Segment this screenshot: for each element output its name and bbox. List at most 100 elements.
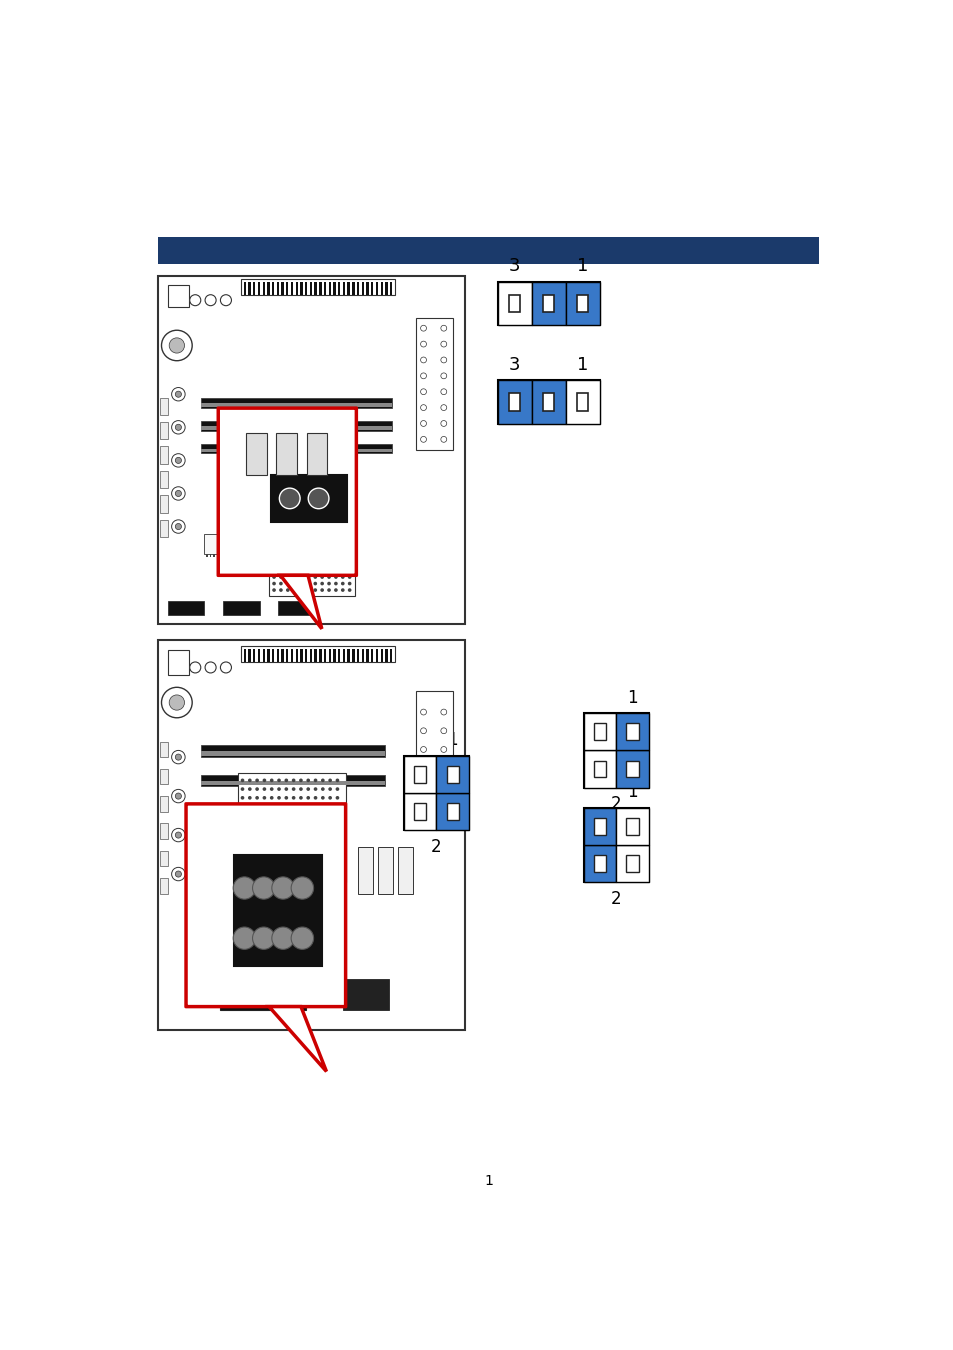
Circle shape — [277, 865, 280, 869]
Circle shape — [299, 549, 303, 553]
Circle shape — [172, 487, 185, 501]
Circle shape — [334, 562, 337, 566]
Bar — [272, 282, 274, 296]
Text: 1: 1 — [626, 688, 637, 707]
Circle shape — [272, 549, 275, 553]
Text: 1: 1 — [577, 356, 588, 374]
Bar — [262, 555, 264, 558]
Circle shape — [262, 805, 266, 809]
Circle shape — [299, 805, 302, 809]
Circle shape — [255, 787, 258, 791]
Circle shape — [314, 814, 317, 817]
Circle shape — [286, 575, 290, 579]
Circle shape — [440, 436, 446, 443]
Bar — [201, 425, 392, 429]
Circle shape — [306, 575, 310, 579]
Circle shape — [299, 562, 303, 566]
Bar — [160, 878, 168, 894]
Bar — [361, 649, 364, 662]
Bar — [625, 760, 638, 778]
Circle shape — [306, 822, 310, 826]
Circle shape — [320, 848, 324, 852]
Bar — [160, 423, 168, 440]
Circle shape — [272, 575, 275, 579]
Circle shape — [306, 865, 310, 869]
Circle shape — [279, 543, 282, 547]
Circle shape — [348, 575, 351, 579]
Circle shape — [328, 865, 332, 869]
Circle shape — [314, 796, 317, 799]
Bar — [531, 381, 565, 424]
Circle shape — [335, 796, 339, 799]
Bar — [201, 444, 392, 454]
Circle shape — [328, 779, 332, 782]
Circle shape — [306, 805, 310, 809]
Circle shape — [334, 543, 337, 547]
Circle shape — [306, 549, 310, 553]
Bar — [577, 393, 588, 410]
Circle shape — [299, 857, 302, 861]
Circle shape — [320, 840, 324, 844]
Circle shape — [320, 865, 324, 869]
Bar — [416, 317, 453, 450]
Bar — [201, 448, 392, 452]
Bar — [319, 282, 321, 296]
Bar — [267, 649, 270, 662]
Circle shape — [420, 325, 426, 331]
Bar — [414, 765, 426, 783]
Circle shape — [335, 805, 339, 809]
Bar — [266, 965, 270, 972]
Circle shape — [220, 662, 232, 672]
Bar — [371, 282, 373, 296]
Circle shape — [348, 582, 351, 586]
Bar — [319, 649, 321, 662]
Circle shape — [420, 728, 426, 733]
Circle shape — [270, 875, 274, 879]
Circle shape — [440, 728, 446, 733]
Circle shape — [340, 562, 344, 566]
Bar — [246, 433, 266, 475]
Circle shape — [306, 857, 310, 861]
Circle shape — [277, 830, 280, 834]
Bar — [366, 649, 369, 662]
Circle shape — [205, 294, 216, 305]
Bar — [278, 965, 281, 972]
Text: 1: 1 — [626, 783, 637, 802]
Circle shape — [299, 536, 303, 540]
Circle shape — [172, 421, 185, 433]
Circle shape — [277, 840, 280, 844]
Circle shape — [172, 751, 185, 764]
Bar — [403, 756, 436, 792]
Circle shape — [292, 779, 295, 782]
Circle shape — [292, 865, 295, 869]
Circle shape — [272, 543, 275, 547]
Circle shape — [306, 582, 310, 586]
Bar — [385, 649, 387, 662]
Circle shape — [348, 589, 351, 591]
Circle shape — [272, 562, 275, 566]
Circle shape — [314, 562, 316, 566]
Circle shape — [335, 857, 339, 861]
Circle shape — [340, 529, 344, 533]
Circle shape — [440, 342, 446, 347]
Circle shape — [314, 529, 316, 533]
Circle shape — [240, 822, 244, 826]
Bar — [333, 649, 335, 662]
Bar — [160, 520, 168, 537]
Circle shape — [440, 325, 446, 331]
Bar — [238, 772, 345, 882]
Circle shape — [172, 790, 185, 803]
Circle shape — [340, 568, 344, 572]
Circle shape — [440, 765, 446, 771]
Circle shape — [262, 796, 266, 799]
Circle shape — [255, 796, 258, 799]
Circle shape — [335, 787, 339, 791]
Circle shape — [255, 814, 258, 817]
Bar — [278, 533, 294, 555]
Circle shape — [284, 805, 288, 809]
Circle shape — [299, 865, 302, 869]
Bar — [616, 845, 648, 883]
Circle shape — [284, 822, 288, 826]
Bar — [241, 965, 245, 972]
Circle shape — [233, 878, 255, 899]
